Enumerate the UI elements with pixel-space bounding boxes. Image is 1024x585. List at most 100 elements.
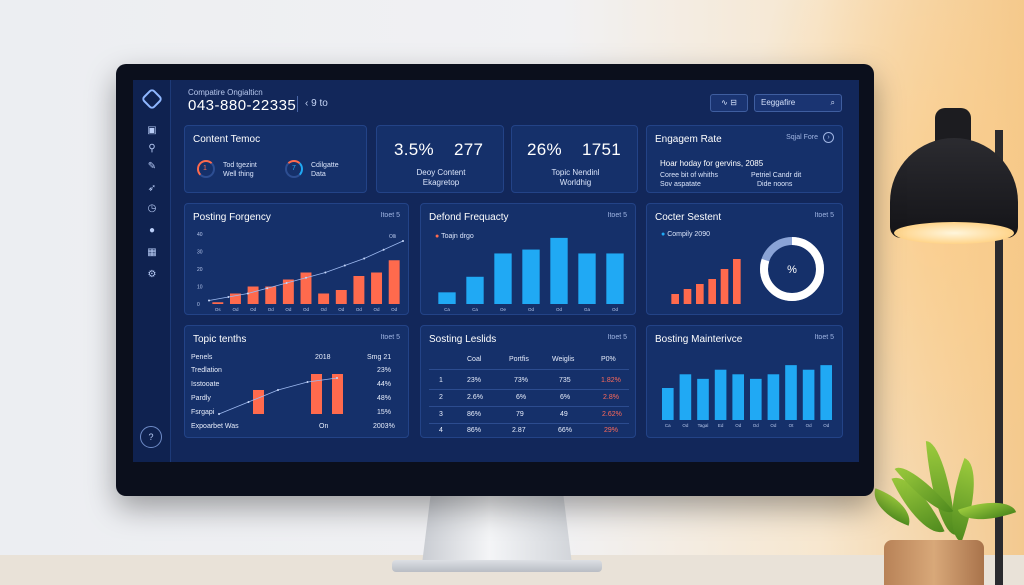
- x-tick-label: Od: [268, 307, 275, 312]
- card-title: Content Temoc: [193, 134, 261, 145]
- table-cell: 49: [560, 411, 568, 418]
- search-icon[interactable]: ⌕: [830, 98, 835, 107]
- trend-point: [208, 299, 210, 302]
- rocket-icon[interactable]: ➶: [147, 183, 157, 194]
- content-card: Content Temoc 1 Tod tgezint Well thing 7…: [184, 125, 367, 193]
- chart-bar: [749, 378, 762, 420]
- table-cell: 23%: [467, 377, 482, 384]
- chart-bar: [494, 253, 512, 304]
- chart-bar: [438, 292, 456, 304]
- table-cell: 1: [439, 377, 443, 384]
- topic-card: Topic tenths Itoet 5 Penels 2018 Smg 21 …: [184, 325, 409, 438]
- dashboard-screen: ▣ ⚲ ✎ ➶ ◷ ● ▦ ⚙ ? Compatire Ongialticn 0…: [133, 80, 859, 462]
- user-icon[interactable]: ●: [148, 225, 156, 236]
- table-cell: 2.6%: [467, 394, 483, 401]
- footer-value: 2003%: [373, 423, 395, 430]
- trend-point: [227, 296, 230, 298]
- logo-icon[interactable]: [140, 87, 164, 111]
- edit-icon[interactable]: ✎: [147, 161, 157, 172]
- table-cell: 3: [439, 411, 443, 418]
- chart-bar: [696, 284, 704, 304]
- chart-bar: [253, 390, 264, 414]
- row-label: Pardly: [191, 395, 211, 402]
- engagement-card: Engagem Rate Sqjal Fore › Hoar hoday for…: [646, 125, 843, 193]
- chart-bar: [311, 374, 322, 414]
- card-menu[interactable]: Itoet 5: [814, 334, 834, 341]
- chart-bar: [371, 272, 383, 304]
- footer-label: Expoarbet Was: [191, 423, 239, 430]
- engagement-headline: Hoar hoday for gervins, 2085: [660, 159, 764, 168]
- trend-point: [382, 248, 385, 251]
- bosting-card: Bosting Mainterivce Itoet 5 Ca Od Tagal Ed O…: [646, 325, 843, 438]
- card-menu[interactable]: Itoet 5: [607, 212, 627, 219]
- settings-icon[interactable]: ⚙: [147, 269, 157, 280]
- card-menu[interactable]: Itoet 5: [380, 334, 400, 341]
- chart-bar: [733, 259, 741, 304]
- home-icon[interactable]: ▣: [147, 125, 157, 136]
- card-menu[interactable]: Itoet 5: [814, 212, 834, 219]
- chart-bar: [353, 276, 365, 304]
- content-label: Cdilgatte: [311, 162, 339, 169]
- card-menu[interactable]: Sqjal Fore: [786, 134, 818, 141]
- x-tick-label: Ot: [789, 423, 795, 428]
- x-tick-label: Ca: [665, 423, 671, 428]
- desk-lamp: [890, 138, 1018, 238]
- x-tick-label: Od: [682, 423, 689, 428]
- table-cell: 86%: [467, 411, 482, 418]
- table-cell: 4: [439, 427, 443, 434]
- y-tick-label: 10: [197, 285, 203, 291]
- chart-bar: [708, 279, 716, 304]
- x-tick-label: Od: [735, 423, 742, 428]
- back-link[interactable]: ‹ 9 to: [305, 98, 328, 109]
- trend-point: [324, 271, 327, 274]
- grid-icon[interactable]: ▦: [147, 247, 157, 258]
- chart-bar: [661, 388, 674, 420]
- table-cell: 29%: [604, 427, 619, 434]
- clock-icon[interactable]: ◷: [147, 203, 157, 214]
- trend-point: [363, 257, 366, 260]
- table-cell: 735: [559, 377, 571, 384]
- y-tick-label: 20: [197, 267, 203, 273]
- engagement-item: Petriel Candr dit: [751, 172, 802, 179]
- defend-frequency-chart: Ca Ca Oe Od Od Ga Od: [438, 237, 624, 312]
- search-input[interactable]: Eeggafire ⌕: [754, 94, 842, 112]
- column-header: Weiglis: [552, 356, 575, 363]
- column-header: 2018: [315, 354, 331, 361]
- engagement-item: Coree bit of whiths: [660, 172, 718, 179]
- trend-point: [336, 377, 338, 379]
- card-title: Cocter Sestent: [655, 212, 722, 223]
- table-cell: 79: [516, 411, 524, 418]
- x-tick-label: Tagal: [698, 423, 709, 428]
- chart-bar: [212, 302, 224, 304]
- table-cell: 1.82%: [601, 377, 621, 384]
- link-icon[interactable]: ⚲: [148, 143, 156, 154]
- filter-button[interactable]: ∿ ⊟: [710, 94, 748, 112]
- table-cell: 2.62%: [602, 411, 622, 418]
- card-menu[interactable]: Itoet 5: [607, 334, 627, 341]
- x-tick-label: Oe: [500, 307, 507, 312]
- chart-bar: [388, 260, 400, 304]
- chevron-right-icon[interactable]: ›: [823, 132, 834, 143]
- card-title: Engagem Rate: [655, 134, 722, 145]
- dashboard-subtitle: Compatire Ongialticn: [188, 88, 263, 97]
- row-label: Fsrgapi: [191, 409, 215, 416]
- x-tick-label: Od: [770, 423, 777, 428]
- column-header: Penels: [191, 354, 213, 361]
- chart-bar: [282, 279, 294, 304]
- x-tick-label: Od: [321, 307, 328, 312]
- x-tick-label: Ga: [584, 307, 591, 312]
- row-value: 23%: [377, 367, 392, 374]
- table-cell: 2: [439, 394, 443, 401]
- card-menu[interactable]: Itoet 5: [380, 212, 400, 219]
- ring-value: 1: [203, 165, 207, 172]
- x-tick-label: Ed: [718, 423, 724, 428]
- table-cell: 86%: [467, 427, 482, 434]
- cocter-card: Cocter Sestent Itoet 5 ● Compily 2090 %: [646, 203, 843, 315]
- column-header: Portfis: [509, 356, 529, 363]
- help-button[interactable]: ?: [140, 426, 162, 448]
- donut-label: %: [787, 264, 797, 276]
- topic-chart: [218, 374, 343, 415]
- chart-bar: [802, 369, 815, 420]
- x-tick-label: Ca: [444, 307, 450, 312]
- progress-ring: [197, 160, 215, 178]
